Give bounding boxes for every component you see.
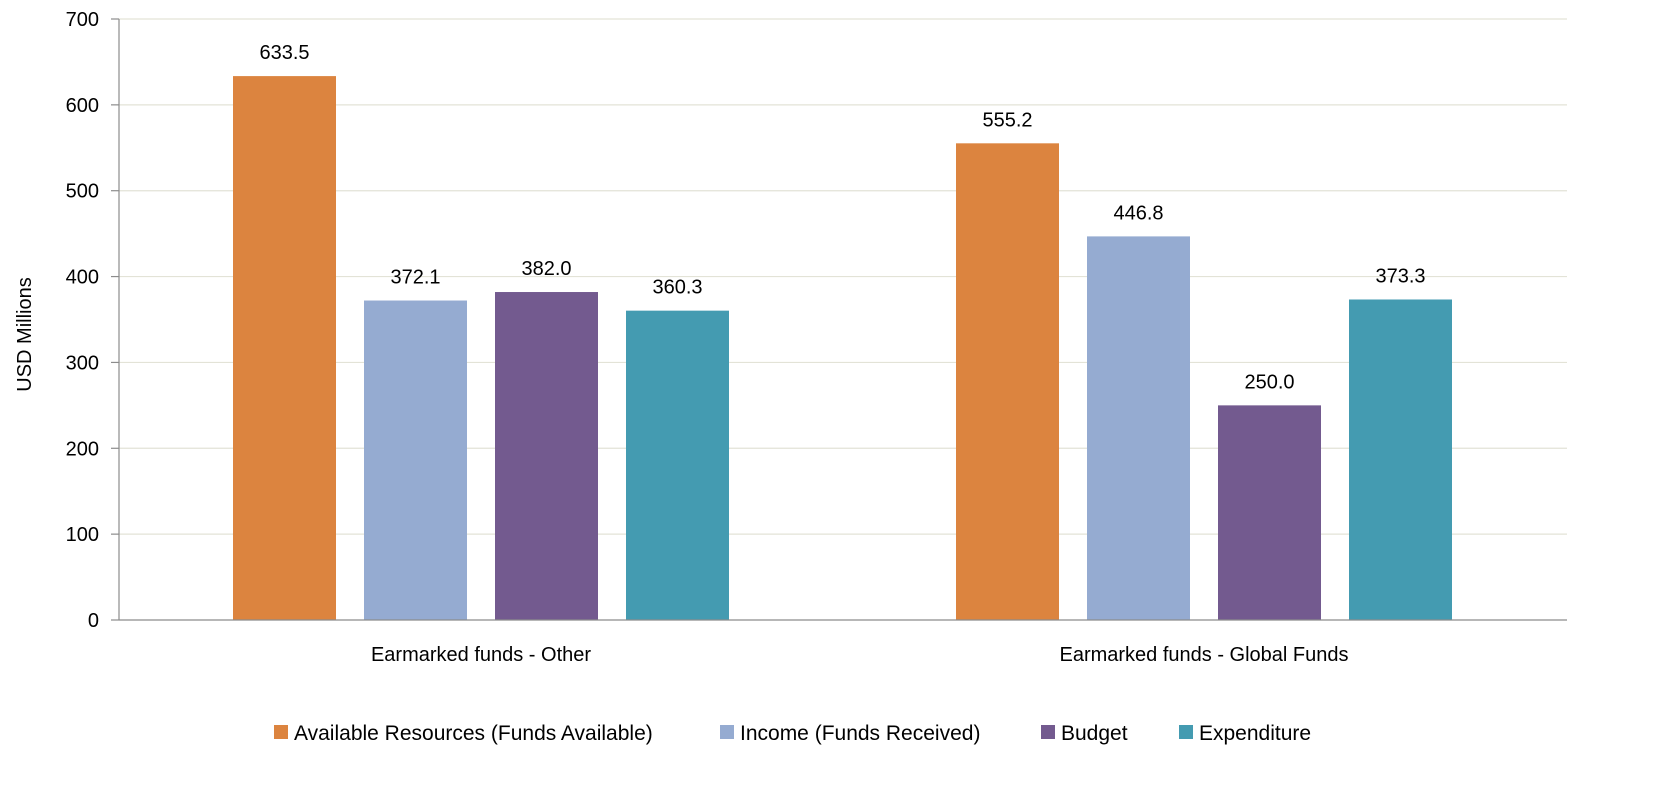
legend-swatch (1041, 725, 1055, 739)
bar (495, 292, 598, 620)
data-label: 633.5 (259, 42, 309, 64)
legend-swatch (274, 725, 288, 739)
y-tick-label: 100 (66, 524, 99, 546)
legend: Available Resources (Funds Available) Inc… (274, 722, 1311, 745)
legend-item: Income (Funds Received) (720, 722, 980, 745)
legend-label: Expenditure (1199, 722, 1311, 745)
bars (233, 76, 1452, 621)
y-axis-title: USD Millions (14, 277, 36, 391)
bar (1087, 236, 1190, 620)
bar (233, 76, 336, 621)
axes (118, 19, 1567, 621)
y-tick-label: 500 (66, 181, 99, 203)
y-tick-label: 0 (88, 610, 99, 632)
legend-label: Available Resources (Funds Available) (294, 722, 653, 745)
y-tick-label: 600 (66, 95, 99, 117)
y-tick-label: 400 (66, 267, 99, 289)
data-label: 446.8 (1113, 202, 1163, 224)
data-label: 382.0 (521, 258, 571, 280)
bar (364, 300, 467, 620)
gridlines (119, 18, 1567, 535)
legend-label: Budget (1061, 722, 1128, 745)
x-category-label: Earmarked funds - Global Funds (1059, 644, 1348, 666)
y-tick-label: 700 (66, 9, 99, 31)
legend-item: Budget (1041, 722, 1128, 745)
y-tick-label: 200 (66, 438, 99, 460)
bar (626, 310, 729, 620)
legend-label: Income (Funds Received) (740, 722, 980, 745)
data-label: 250.0 (1244, 371, 1294, 393)
bar (1218, 405, 1321, 620)
data-label: 360.3 (652, 277, 702, 299)
legend-item: Available Resources (Funds Available) (274, 722, 653, 745)
legend-swatch (1179, 725, 1193, 739)
y-tick-labels: 0 100 200 300 400 500 600 700 (66, 9, 119, 632)
data-label: 372.1 (390, 267, 440, 289)
data-label: 373.3 (1375, 265, 1425, 287)
data-label: 555.2 (982, 109, 1032, 131)
y-tick-label: 300 (66, 352, 99, 374)
legend-swatch (720, 725, 734, 739)
x-category-labels: Earmarked funds - Other Earmarked funds -… (371, 644, 1349, 666)
data-labels: 633.5 372.1 382.0 360.3 555.2 446.8 250.0 373.3 (259, 42, 1425, 393)
bar (1349, 299, 1452, 620)
x-category-label: Earmarked funds - Other (371, 644, 591, 666)
legend-item: Expenditure (1179, 722, 1311, 745)
bar (956, 143, 1059, 620)
